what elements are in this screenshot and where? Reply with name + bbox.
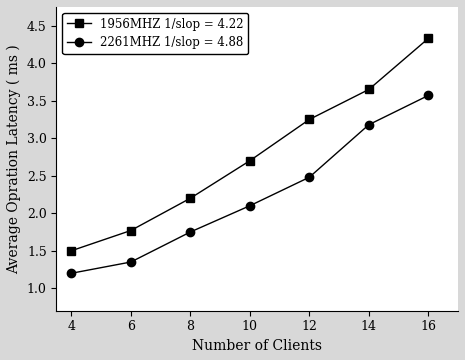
2261MHZ 1/slop = 4.88 [128, 260, 133, 264]
Legend: 1956MHZ 1/slop = 4.22, 2261MHZ 1/slop = 4.88: 1956MHZ 1/slop = 4.22, 2261MHZ 1/slop = … [62, 13, 248, 54]
2261MHZ 1/slop = 4.88 [187, 230, 193, 234]
2261MHZ 1/slop = 4.88 [68, 271, 74, 275]
Line: 1956MHZ 1/slop = 4.22: 1956MHZ 1/slop = 4.22 [67, 34, 432, 255]
1956MHZ 1/slop = 4.22 [68, 249, 74, 253]
2261MHZ 1/slop = 4.88 [425, 93, 431, 98]
Line: 2261MHZ 1/slop = 4.88: 2261MHZ 1/slop = 4.88 [67, 91, 432, 278]
2261MHZ 1/slop = 4.88 [306, 175, 312, 179]
1956MHZ 1/slop = 4.22 [187, 196, 193, 201]
1956MHZ 1/slop = 4.22 [128, 228, 133, 233]
Y-axis label: Average Opration Latency ( ms ): Average Opration Latency ( ms ) [7, 44, 21, 274]
1956MHZ 1/slop = 4.22 [306, 117, 312, 122]
2261MHZ 1/slop = 4.88 [247, 204, 252, 208]
1956MHZ 1/slop = 4.22 [247, 158, 252, 163]
2261MHZ 1/slop = 4.88 [366, 122, 372, 127]
1956MHZ 1/slop = 4.22 [366, 87, 372, 92]
1956MHZ 1/slop = 4.22 [425, 36, 431, 41]
X-axis label: Number of Clients: Number of Clients [192, 339, 322, 353]
